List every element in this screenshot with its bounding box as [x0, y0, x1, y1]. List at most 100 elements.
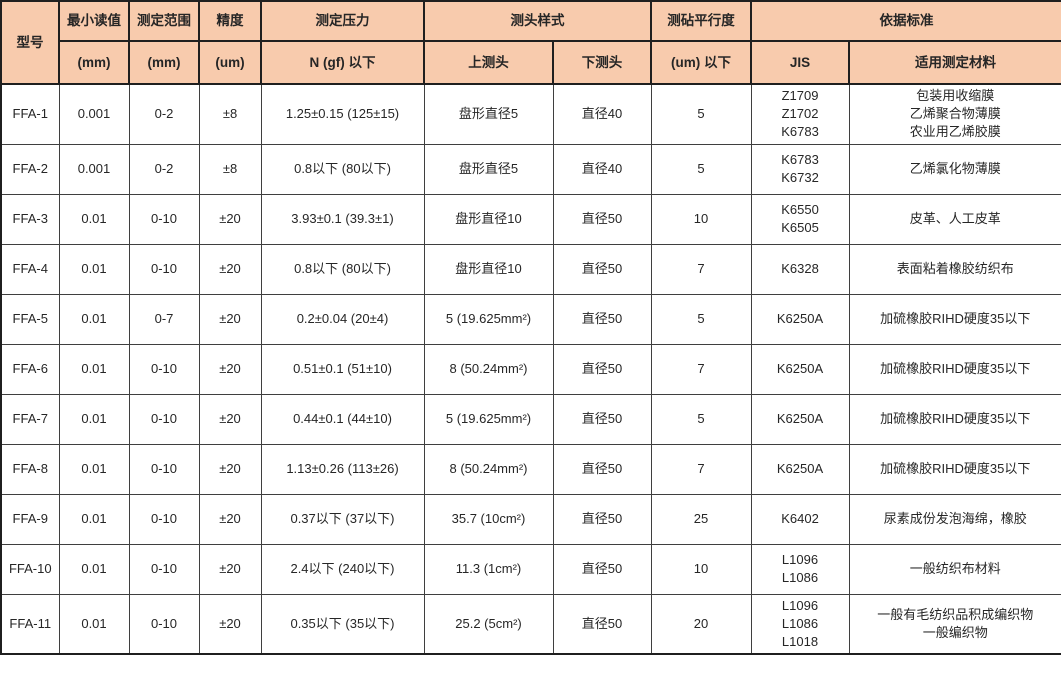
cell-pressure: 0.51±0.1 (51±10) — [260, 343, 425, 395]
cell-material: 包装用收缩膜 乙烯聚合物薄膜 农业用乙烯胶膜 — [848, 83, 1061, 145]
cell-precision: ±20 — [198, 593, 262, 655]
cell-min-reading: 0.01 — [58, 393, 130, 445]
table-row: FFA-9 0.01 0-10 ±20 0.37以下 (37以下) 35.7 (… — [0, 493, 1061, 545]
cell-pressure: 1.13±0.26 (113±26) — [260, 443, 425, 495]
cell-min-reading: 0.01 — [58, 293, 130, 345]
header-precision-unit: (um) — [198, 40, 262, 85]
cell-parallelism: 5 — [650, 83, 752, 145]
cell-material: 表面粘着橡胶纺织布 — [848, 243, 1061, 295]
cell-model: FFA-11 — [0, 593, 60, 655]
cell-model: FFA-6 — [0, 343, 60, 395]
spec-table-header: 型号 最小读值 测定范围 精度 测定压力 测头样式 测砧平行度 依据标准 (mm… — [0, 0, 1061, 85]
cell-jis: K6783 K6732 — [750, 143, 850, 195]
cell-parallelism: 5 — [650, 293, 752, 345]
header-probe-style: 测头样式 — [423, 0, 652, 42]
cell-material: 一般有毛纺织品积成编织物 一般编织物 — [848, 593, 1061, 655]
cell-jis: L1096 L1086 L1018 — [750, 593, 850, 655]
cell-parallelism: 10 — [650, 543, 752, 595]
cell-precision: ±20 — [198, 243, 262, 295]
cell-pressure: 0.44±0.1 (44±10) — [260, 393, 425, 445]
table-row: FFA-6 0.01 0-10 ±20 0.51±0.1 (51±10) 8 (… — [0, 343, 1061, 395]
cell-model: FFA-5 — [0, 293, 60, 345]
cell-upper-probe: 盘形直径5 — [423, 83, 554, 145]
header-precision: 精度 — [198, 0, 262, 42]
cell-parallelism: 7 — [650, 243, 752, 295]
cell-precision: ±8 — [198, 83, 262, 145]
cell-range: 0-10 — [128, 193, 200, 245]
cell-upper-probe: 25.2 (5cm²) — [423, 593, 554, 655]
cell-pressure: 0.8以下 (80以下) — [260, 143, 425, 195]
cell-range: 0-2 — [128, 83, 200, 145]
cell-model: FFA-4 — [0, 243, 60, 295]
spec-table-body: FFA-1 0.001 0-2 ±8 1.25±0.15 (125±15) 盘形… — [0, 83, 1061, 655]
cell-material: 加硫橡胶RIHD硬度35以下 — [848, 293, 1061, 345]
cell-parallelism: 10 — [650, 193, 752, 245]
cell-material: 尿素成份发泡海绵，橡胶 — [848, 493, 1061, 545]
cell-parallelism: 5 — [650, 143, 752, 195]
cell-material: 加硫橡胶RIHD硬度35以下 — [848, 443, 1061, 495]
cell-pressure: 3.93±0.1 (39.3±1) — [260, 193, 425, 245]
cell-material: 加硫橡胶RIHD硬度35以下 — [848, 343, 1061, 395]
cell-parallelism: 7 — [650, 343, 752, 395]
cell-jis: Z1709 Z1702 K6783 — [750, 83, 850, 145]
cell-jis: K6250A — [750, 293, 850, 345]
cell-jis: K6250A — [750, 343, 850, 395]
cell-lower-probe: 直径50 — [552, 493, 652, 545]
cell-lower-probe: 直径50 — [552, 243, 652, 295]
cell-lower-probe: 直径40 — [552, 83, 652, 145]
cell-pressure: 0.35以下 (35以下) — [260, 593, 425, 655]
cell-material: 加硫橡胶RIHD硬度35以下 — [848, 393, 1061, 445]
cell-precision: ±20 — [198, 493, 262, 545]
cell-jis: L1096 L1086 — [750, 543, 850, 595]
cell-min-reading: 0.01 — [58, 543, 130, 595]
table-row: FFA-1 0.001 0-2 ±8 1.25±0.15 (125±15) 盘形… — [0, 83, 1061, 145]
cell-jis: K6250A — [750, 393, 850, 445]
cell-upper-probe: 35.7 (10cm²) — [423, 493, 554, 545]
cell-parallelism: 7 — [650, 443, 752, 495]
header-model: 型号 — [0, 0, 60, 85]
cell-model: FFA-2 — [0, 143, 60, 195]
cell-model: FFA-1 — [0, 83, 60, 145]
cell-range: 0-10 — [128, 493, 200, 545]
cell-range: 0-10 — [128, 543, 200, 595]
cell-upper-probe: 盘形直径10 — [423, 243, 554, 295]
header-min-reading-unit: (mm) — [58, 40, 130, 85]
header-pressure-unit: N (gf) 以下 — [260, 40, 425, 85]
cell-range: 0-10 — [128, 443, 200, 495]
table-row: FFA-7 0.01 0-10 ±20 0.44±0.1 (44±10) 5 (… — [0, 393, 1061, 445]
header-jis: JIS — [750, 40, 850, 85]
cell-pressure: 0.2±0.04 (20±4) — [260, 293, 425, 345]
cell-precision: ±20 — [198, 193, 262, 245]
cell-upper-probe: 8 (50.24mm²) — [423, 443, 554, 495]
table-row: FFA-10 0.01 0-10 ±20 2.4以下 (240以下) 11.3 … — [0, 543, 1061, 595]
cell-range: 0-10 — [128, 593, 200, 655]
cell-precision: ±20 — [198, 443, 262, 495]
cell-pressure: 0.8以下 (80以下) — [260, 243, 425, 295]
cell-upper-probe: 5 (19.625mm²) — [423, 293, 554, 345]
cell-min-reading: 0.01 — [58, 193, 130, 245]
cell-range: 0-2 — [128, 143, 200, 195]
header-min-reading: 最小读值 — [58, 0, 130, 42]
header-range-unit: (mm) — [128, 40, 200, 85]
cell-lower-probe: 直径50 — [552, 343, 652, 395]
cell-precision: ±20 — [198, 543, 262, 595]
cell-min-reading: 0.01 — [58, 243, 130, 295]
cell-material: 一般纺织布材料 — [848, 543, 1061, 595]
cell-lower-probe: 直径50 — [552, 543, 652, 595]
table-row: FFA-4 0.01 0-10 ±20 0.8以下 (80以下) 盘形直径10 … — [0, 243, 1061, 295]
cell-jis: K6250A — [750, 443, 850, 495]
cell-lower-probe: 直径50 — [552, 393, 652, 445]
table-row: FFA-3 0.01 0-10 ±20 3.93±0.1 (39.3±1) 盘形… — [0, 193, 1061, 245]
cell-min-reading: 0.01 — [58, 493, 130, 545]
cell-lower-probe: 直径40 — [552, 143, 652, 195]
header-parallelism-unit: (um) 以下 — [650, 40, 752, 85]
header-parallelism: 测砧平行度 — [650, 0, 752, 42]
cell-min-reading: 0.01 — [58, 443, 130, 495]
header-material: 适用测定材料 — [848, 40, 1061, 85]
cell-range: 0-10 — [128, 243, 200, 295]
cell-range: 0-10 — [128, 393, 200, 445]
cell-lower-probe: 直径50 — [552, 443, 652, 495]
cell-model: FFA-3 — [0, 193, 60, 245]
cell-precision: ±20 — [198, 343, 262, 395]
cell-min-reading: 0.001 — [58, 83, 130, 145]
